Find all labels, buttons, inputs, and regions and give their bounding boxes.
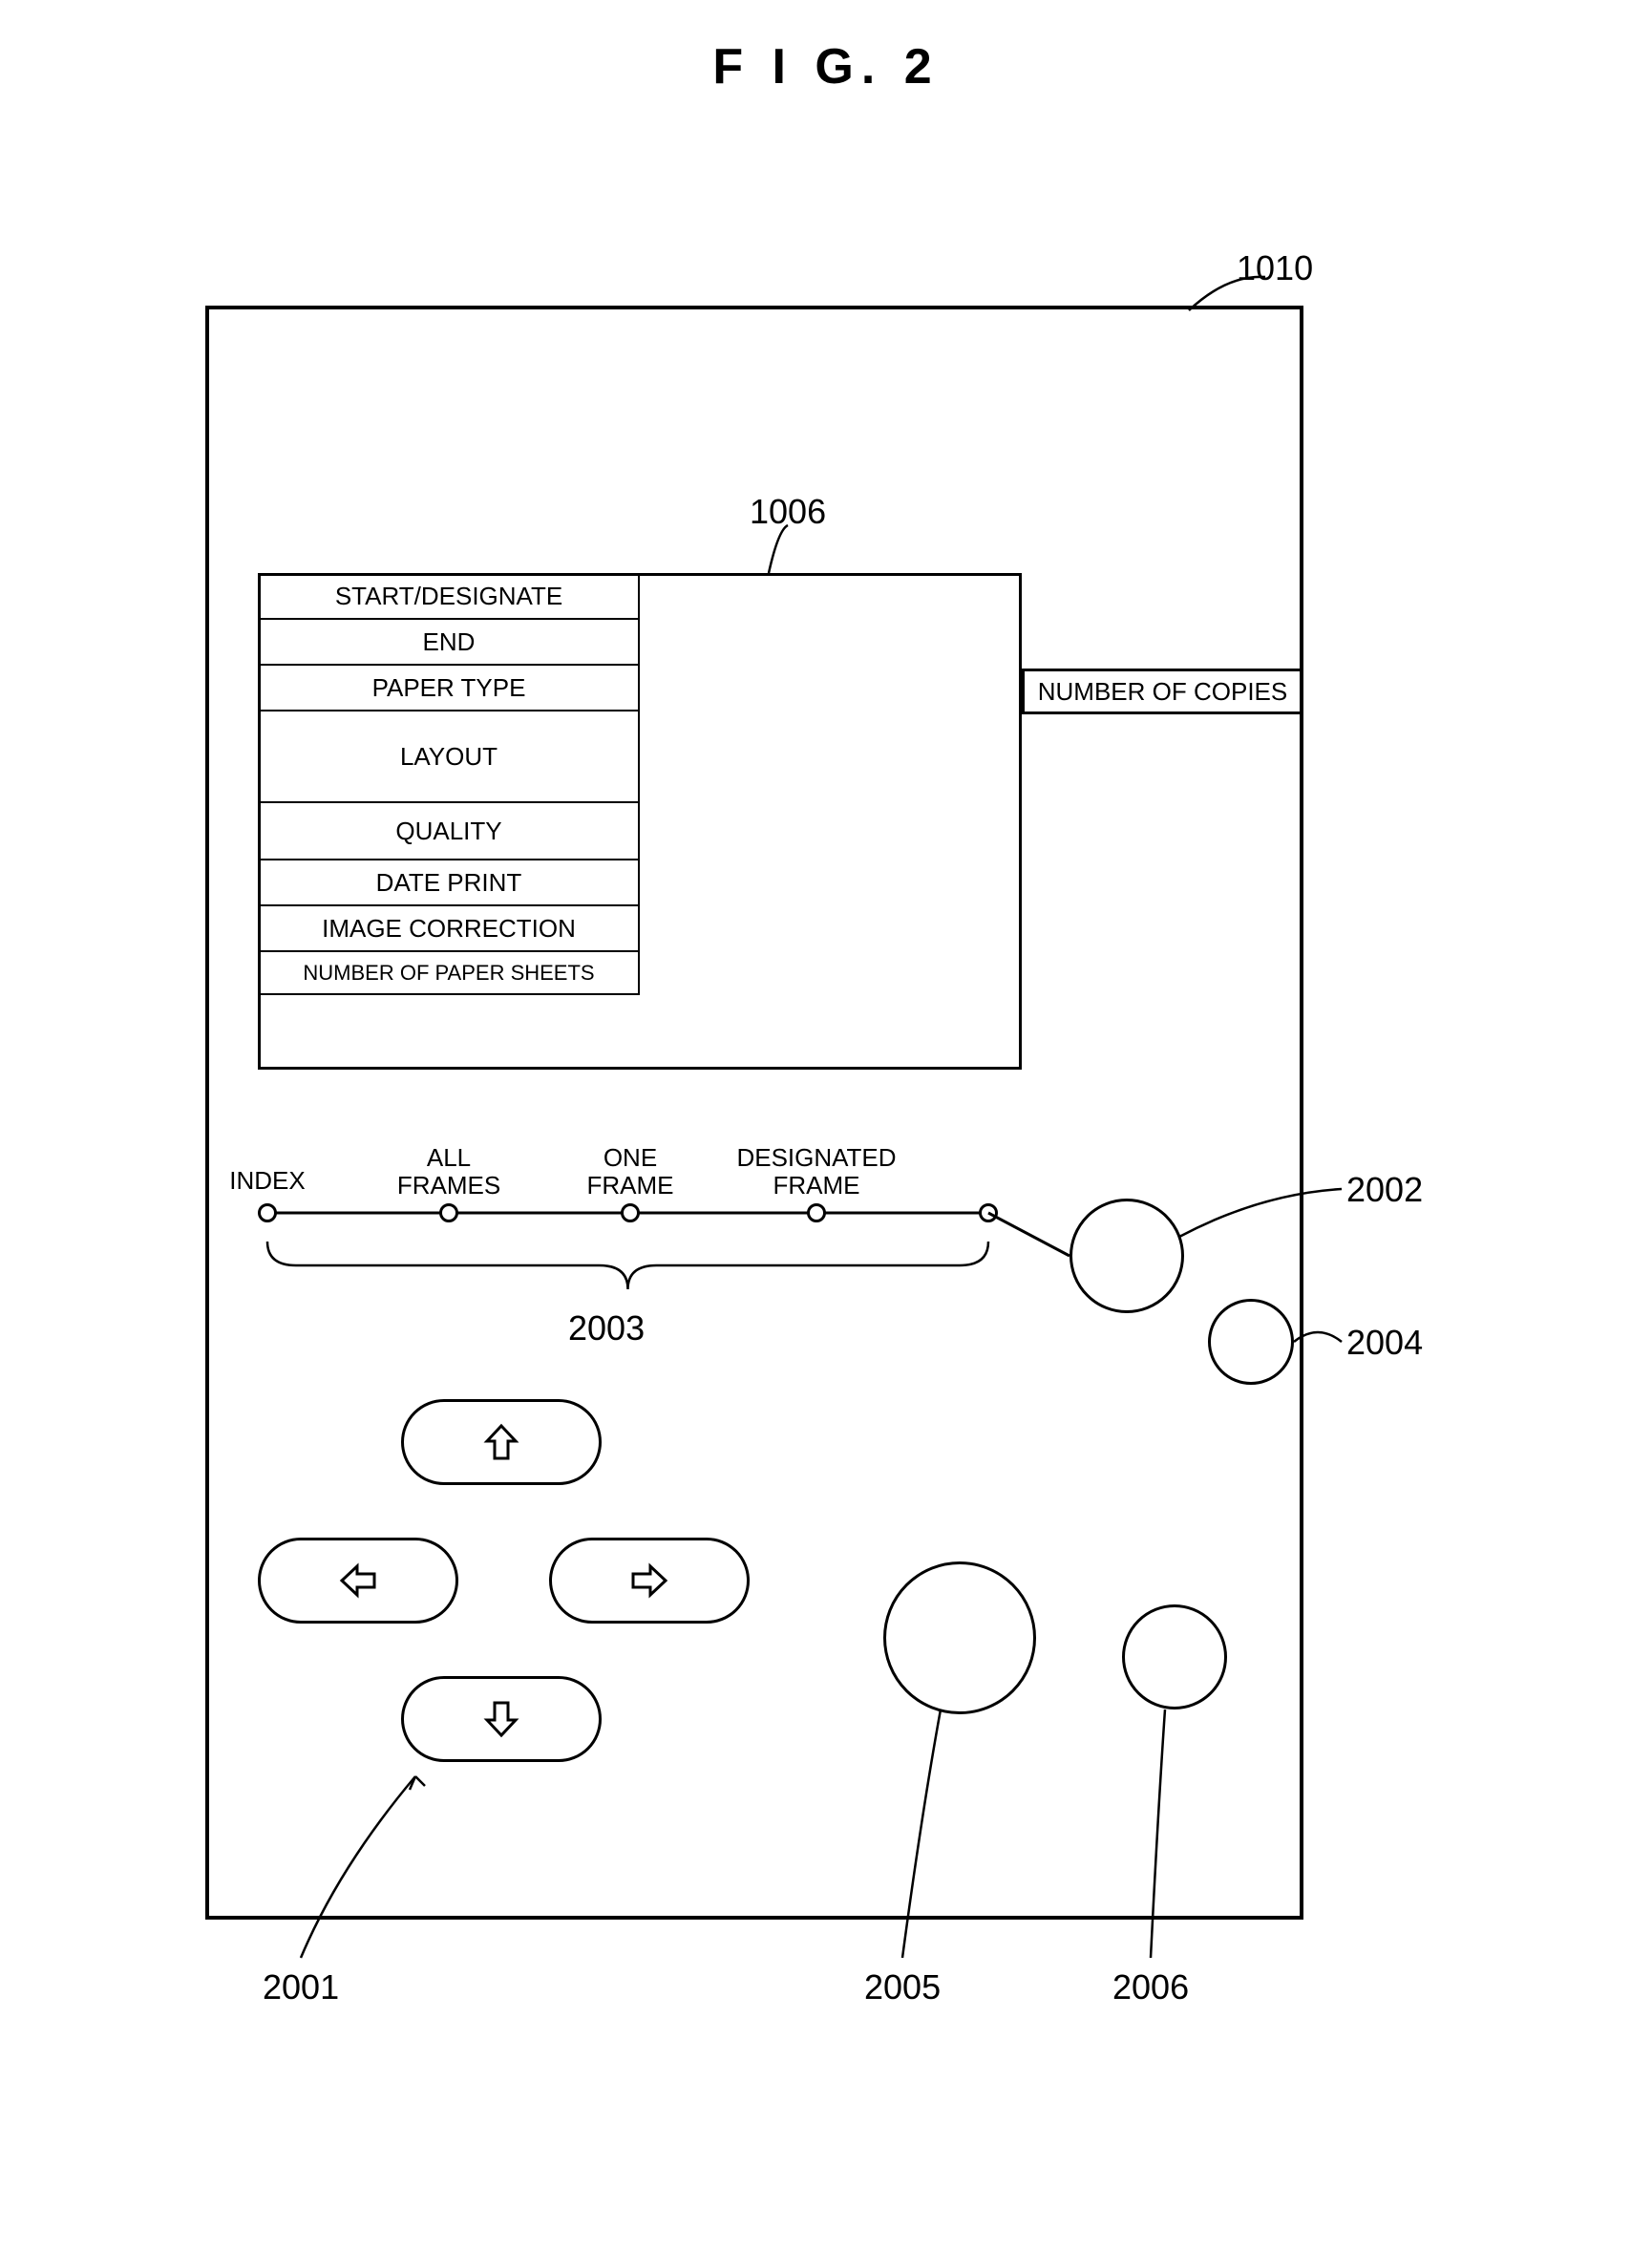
figure-title: F I G. 2	[38, 38, 1614, 96]
diagram-canvas: 1010 START/DESIGNATEENDPAPER TYPELAYOUTQ…	[158, 153, 1494, 1967]
